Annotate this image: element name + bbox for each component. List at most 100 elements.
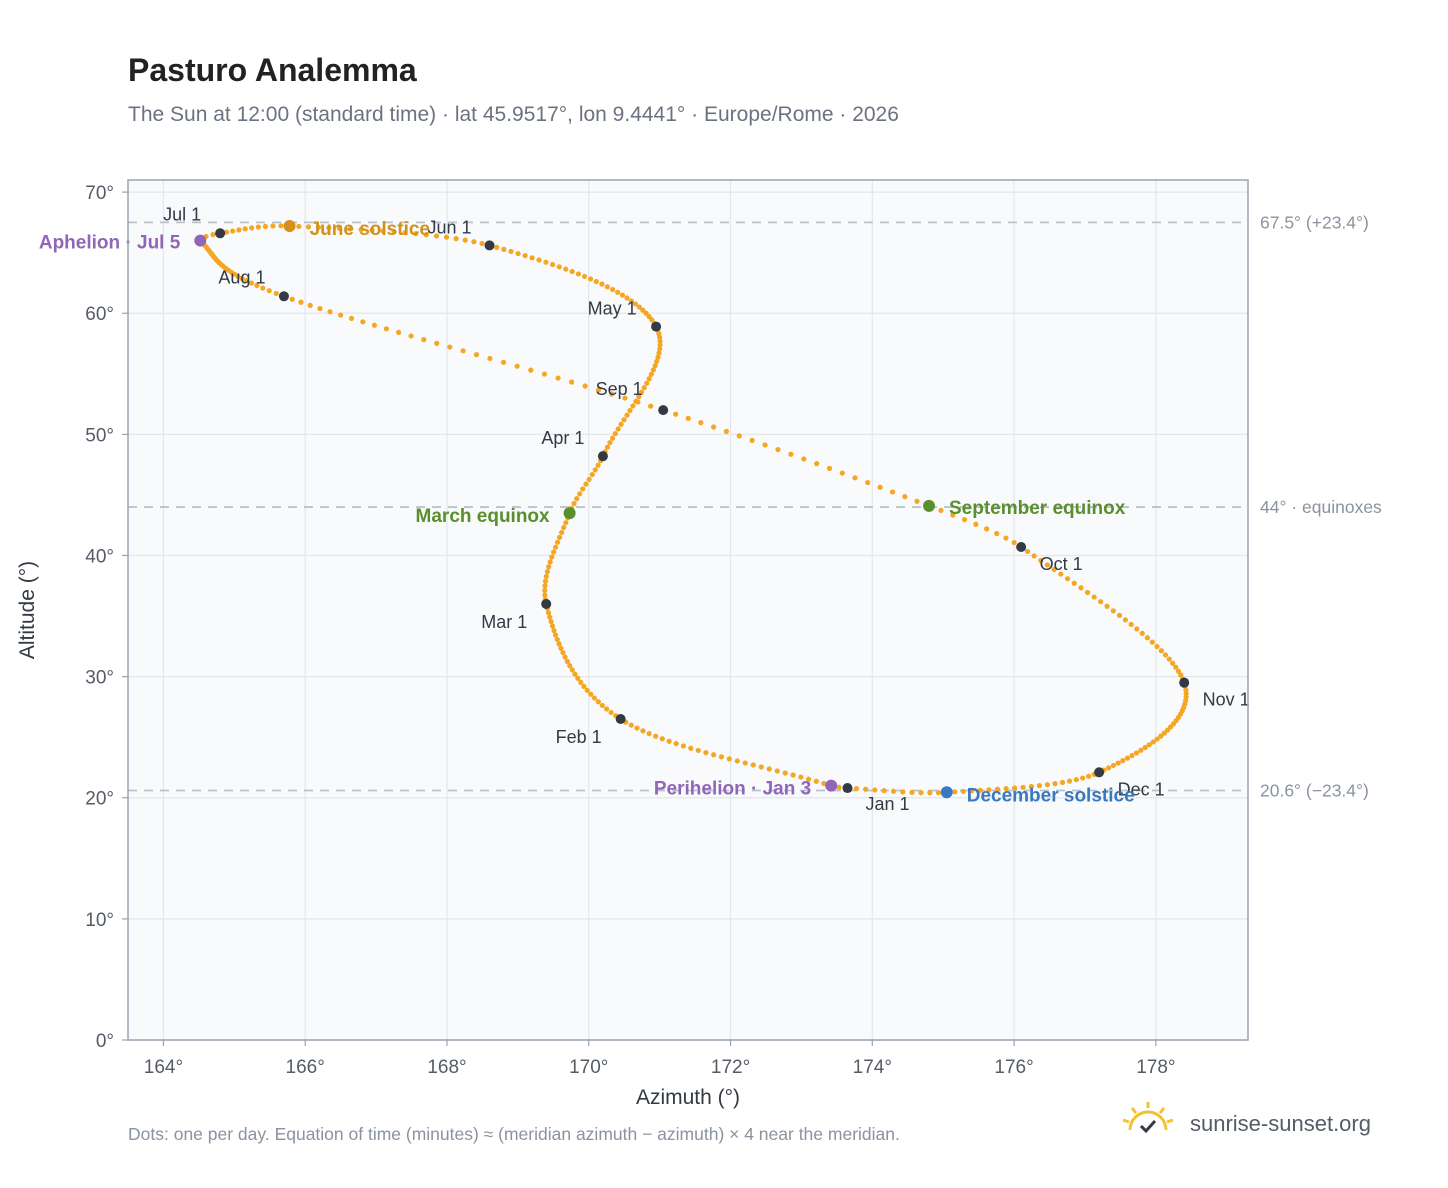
daily-dot [1129,752,1135,759]
daily-dot [552,544,559,550]
daily-dot [969,788,975,794]
daily-dot [563,266,569,272]
daily-dot [210,232,216,238]
daily-dot [782,770,788,776]
y-axis-ticks: 0° 10° 20° 30° 40° 50° 60° 70° [85,183,128,1052]
daily-dot [572,671,578,677]
daily-dot [1133,750,1140,756]
daily-dot [1036,783,1043,789]
daily-dot [1003,535,1009,541]
daily-dot [575,675,581,681]
daily-dot [413,231,419,237]
analemma-curve [197,223,1189,796]
month-marker [541,598,552,609]
reference-line-label: 20.6° (−23.4°) [1260,780,1369,800]
daily-dot [1084,589,1091,596]
daily-dot [1115,760,1121,766]
daily-dot [581,273,588,280]
daily-dot [628,722,634,728]
daily-dot [994,786,1001,792]
daily-dot [545,610,552,616]
daily-dot [657,346,663,352]
x-tick-label: 164° [144,1057,183,1078]
month-marker-label: Sep 1 [596,379,643,399]
daily-dot [1064,576,1071,582]
daily-dot [790,772,796,778]
daily-dot [239,275,245,282]
daily-dot [337,312,344,318]
y-axis-label: Altitude (°) [16,561,39,659]
daily-dot [317,305,323,312]
month-marker-label: Jan 1 [865,794,909,814]
daily-dot [544,568,551,575]
daily-dot [543,259,549,265]
x-axis-label: Azimuth (°) [636,1086,740,1109]
daily-dot [326,225,332,231]
y-tick-label: 10° [85,910,114,931]
daily-dot [515,250,521,257]
y-tick-label: 50° [85,425,114,446]
daily-dot [595,699,601,705]
daily-dot [852,475,858,481]
daily-dot [479,240,485,247]
y-tick-label: 60° [85,304,114,325]
daily-dot [242,226,248,232]
daily-dot [618,421,624,427]
daily-dot [298,299,304,305]
daily-dot [581,683,587,689]
daily-dot [262,223,269,229]
daily-dot [560,650,566,656]
daily-dot [659,736,665,742]
daily-dot [1052,781,1058,787]
daily-dot [1071,580,1077,586]
daily-dot [1024,548,1031,555]
daily-dot [909,789,915,795]
daily-dot [588,691,594,697]
daily-dot [1104,603,1110,609]
daily-dot [621,417,627,423]
daily-dot [636,394,642,400]
daily-dot [1161,730,1167,736]
daily-dot [1124,755,1131,761]
daily-dot [1128,621,1134,628]
daily-dot [391,229,397,235]
daily-dot [542,587,548,594]
daily-dot [750,762,756,768]
daily-dot [421,337,427,343]
daily-dot [248,280,255,286]
daily-dot [806,776,812,782]
x-tick-label: 174° [853,1057,892,1078]
daily-dot [1086,773,1092,779]
daily-dot [640,728,646,734]
daily-dot [877,484,883,490]
daily-dot [1038,557,1044,564]
daily-dot [984,526,990,532]
daily-dot [1116,612,1123,618]
daily-dot [864,479,871,486]
daily-dot [593,278,599,285]
daily-dot [1031,553,1037,559]
daily-dot [296,223,302,230]
daily-dot [1173,664,1179,670]
daily-dot [813,778,819,784]
daily-dot [556,641,562,647]
daily-dot [1162,652,1169,658]
daily-dot [494,244,500,250]
daily-dot [501,246,507,253]
daily-dot [1158,648,1164,654]
daily-dot [1110,762,1117,769]
daily-dot [1058,571,1064,577]
plot-background [128,180,1248,1040]
daily-dot [608,709,614,716]
daily-dot [1122,617,1129,623]
daily-dot [986,787,992,793]
event-label: September equinox [949,498,1126,519]
daily-dot [1139,630,1145,636]
daily-dot [1158,733,1164,739]
brand[interactable]: sunrise-sunset.org [1120,1100,1390,1150]
daily-dot [723,428,730,434]
daily-dot [657,342,663,348]
month-marker [1016,542,1027,553]
daily-dot [938,507,944,514]
daily-dot [619,292,626,298]
